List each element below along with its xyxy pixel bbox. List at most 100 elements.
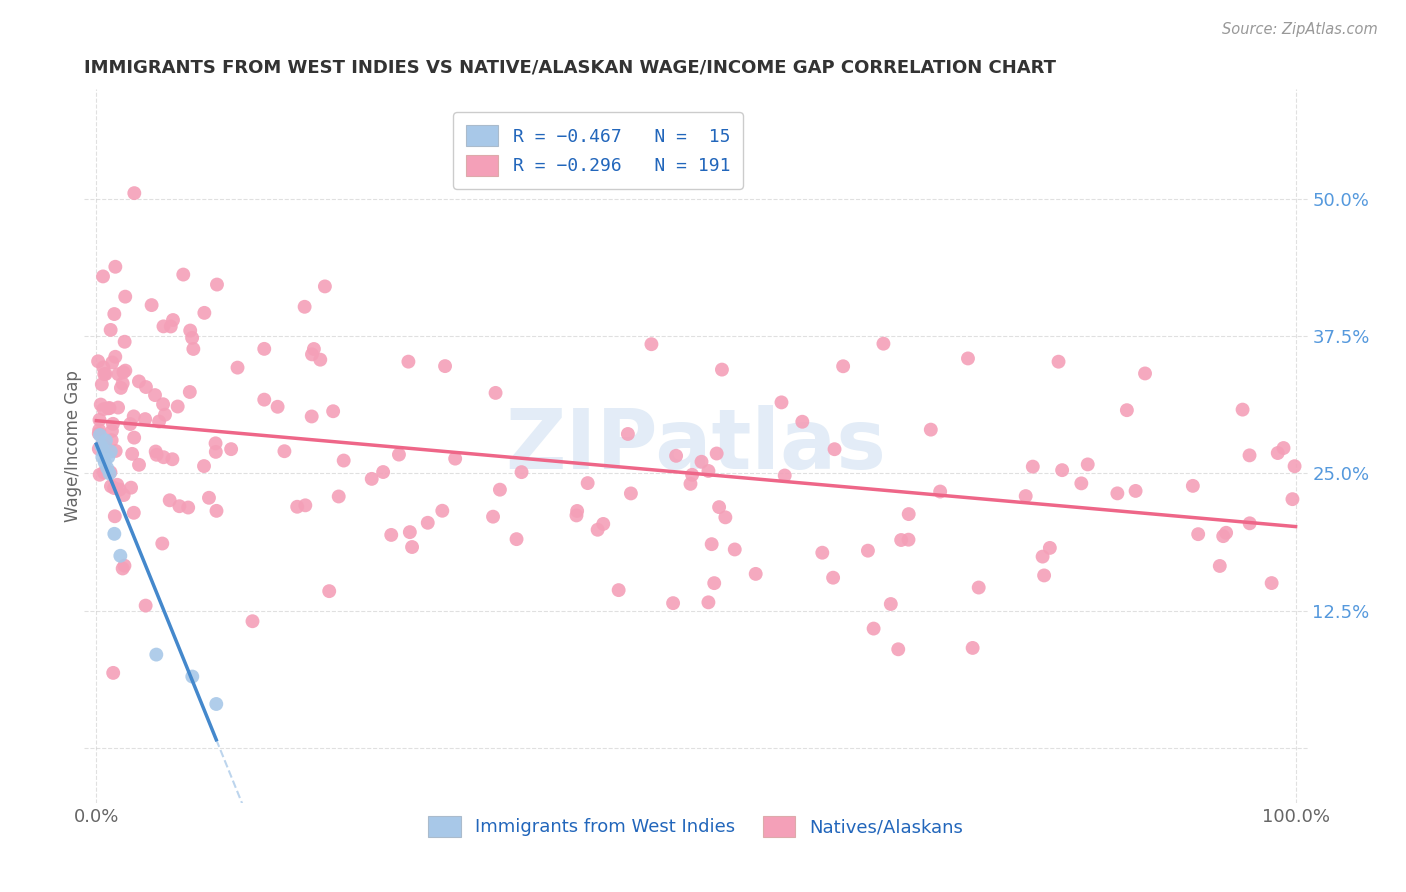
Point bbox=[1209, 558, 1232, 573]
Point bbox=[697, 464, 720, 478]
Point bbox=[114, 363, 136, 377]
Point bbox=[679, 476, 702, 491]
Point bbox=[179, 384, 201, 399]
Point bbox=[97, 450, 120, 464]
Point bbox=[489, 483, 512, 497]
Point bbox=[856, 543, 879, 558]
Point bbox=[104, 444, 127, 458]
Point bbox=[114, 334, 136, 349]
Point bbox=[322, 404, 344, 418]
Point bbox=[484, 385, 506, 400]
Point bbox=[887, 642, 910, 657]
Point bbox=[100, 433, 122, 447]
Text: Source: ZipAtlas.com: Source: ZipAtlas.com bbox=[1222, 22, 1378, 37]
Point bbox=[617, 427, 640, 442]
Point bbox=[111, 561, 134, 575]
Point bbox=[87, 426, 110, 441]
Point bbox=[432, 504, 454, 518]
Point bbox=[890, 533, 912, 547]
Point bbox=[112, 488, 135, 502]
Point bbox=[1260, 576, 1282, 591]
Point bbox=[1232, 402, 1254, 417]
Point bbox=[122, 431, 145, 445]
Point bbox=[141, 298, 163, 312]
Point bbox=[1239, 516, 1261, 531]
Point bbox=[104, 509, 127, 524]
Point bbox=[107, 367, 129, 381]
Point bbox=[205, 277, 228, 292]
Point bbox=[101, 417, 124, 431]
Point bbox=[1022, 459, 1045, 474]
Point bbox=[122, 506, 145, 520]
Point bbox=[872, 336, 894, 351]
Point bbox=[294, 300, 316, 314]
Point bbox=[169, 499, 191, 513]
Point bbox=[103, 665, 125, 680]
Point bbox=[128, 375, 150, 389]
Point bbox=[94, 434, 117, 448]
Point bbox=[90, 439, 112, 453]
Point bbox=[690, 455, 713, 469]
Point bbox=[565, 508, 588, 523]
Point bbox=[1267, 446, 1289, 460]
Point bbox=[145, 448, 167, 462]
Point bbox=[87, 442, 110, 456]
Point bbox=[1181, 479, 1204, 493]
Point bbox=[104, 350, 127, 364]
Point bbox=[135, 380, 157, 394]
Point bbox=[398, 525, 420, 540]
Point bbox=[103, 481, 125, 495]
Point bbox=[96, 461, 118, 475]
Point bbox=[100, 479, 122, 493]
Point bbox=[707, 500, 730, 515]
Point bbox=[266, 400, 288, 414]
Point bbox=[103, 526, 125, 541]
Point bbox=[576, 476, 599, 491]
Point bbox=[714, 510, 737, 524]
Point bbox=[897, 507, 920, 521]
Point bbox=[1187, 527, 1209, 541]
Point bbox=[380, 528, 402, 542]
Point bbox=[920, 423, 942, 437]
Point bbox=[862, 622, 884, 636]
Point bbox=[105, 478, 128, 492]
Point bbox=[204, 445, 226, 459]
Point bbox=[962, 640, 984, 655]
Point bbox=[662, 596, 685, 610]
Point bbox=[89, 467, 111, 482]
Point bbox=[824, 442, 846, 457]
Point bbox=[89, 428, 111, 442]
Point bbox=[111, 376, 134, 391]
Point bbox=[89, 413, 111, 427]
Point bbox=[823, 571, 845, 585]
Point bbox=[360, 472, 382, 486]
Point bbox=[665, 449, 688, 463]
Point bbox=[242, 614, 264, 628]
Point bbox=[179, 324, 201, 338]
Point bbox=[114, 290, 136, 304]
Point bbox=[388, 448, 411, 462]
Point bbox=[100, 323, 122, 337]
Point bbox=[204, 436, 226, 450]
Point bbox=[792, 415, 814, 429]
Point bbox=[1125, 483, 1147, 498]
Point bbox=[401, 540, 423, 554]
Y-axis label: Wage/Income Gap: Wage/Income Gap bbox=[65, 370, 82, 522]
Point bbox=[811, 546, 834, 560]
Point bbox=[1033, 568, 1056, 582]
Point bbox=[880, 597, 903, 611]
Point bbox=[1050, 463, 1073, 477]
Point bbox=[100, 465, 122, 479]
Point bbox=[120, 417, 142, 431]
Point bbox=[309, 352, 332, 367]
Point bbox=[301, 347, 323, 361]
Point bbox=[87, 354, 110, 368]
Point bbox=[1070, 476, 1092, 491]
Point bbox=[122, 409, 145, 424]
Point bbox=[482, 509, 505, 524]
Point bbox=[91, 450, 114, 464]
Point bbox=[103, 307, 125, 321]
Point bbox=[145, 444, 167, 458]
Point bbox=[152, 319, 174, 334]
Point bbox=[193, 306, 215, 320]
